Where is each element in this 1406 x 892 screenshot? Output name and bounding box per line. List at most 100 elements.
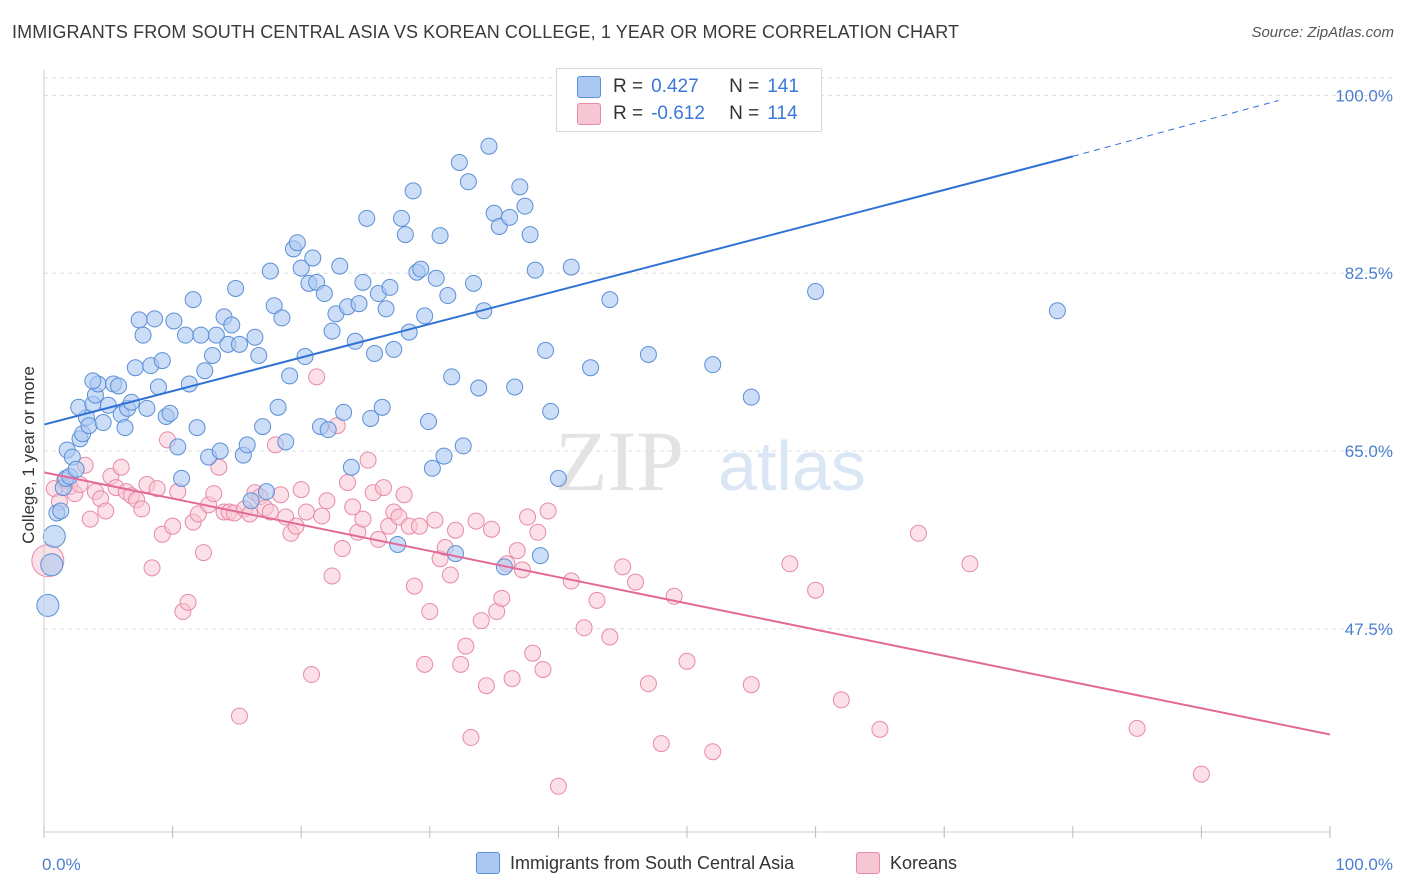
immigrant-point xyxy=(116,419,134,437)
korean-point xyxy=(148,480,166,498)
immigrant-point xyxy=(549,469,567,487)
immigrants-points xyxy=(36,137,1066,617)
immigrant-point xyxy=(281,367,299,385)
immigrant-point xyxy=(404,182,422,200)
x-tick-label: 0.0% xyxy=(42,855,81,874)
immigrant-point xyxy=(450,153,468,171)
korean-point xyxy=(627,573,645,591)
korean-point xyxy=(354,510,372,528)
immigrant-point xyxy=(153,352,171,370)
korean-point xyxy=(395,486,413,504)
legend-n-label: N = xyxy=(729,76,760,97)
immigrant-point xyxy=(435,447,453,465)
legend-row-koreans: R = -0.612 N = 114 xyxy=(577,101,798,127)
immigrant-point xyxy=(238,436,256,454)
immigrant-point xyxy=(506,378,524,396)
immigrant-point xyxy=(242,492,260,510)
immigrant-point xyxy=(562,258,580,276)
korean-point xyxy=(447,521,465,539)
korean-point xyxy=(287,517,305,535)
legend-r-label: R = xyxy=(613,76,644,97)
immigrant-point xyxy=(470,379,488,397)
immigrant-point xyxy=(227,279,245,297)
immigrant-point xyxy=(196,362,214,380)
immigrant-point xyxy=(223,316,241,334)
korean-point xyxy=(534,660,552,678)
legend-label-immigrants: Immigrants from South Central Asia xyxy=(510,852,795,873)
immigrant-point xyxy=(288,234,306,252)
immigrant-point xyxy=(52,502,70,520)
korean-point xyxy=(614,558,632,576)
immigrant-point xyxy=(80,417,98,435)
immigrant-point xyxy=(582,359,600,377)
immigrant-point xyxy=(396,226,414,244)
korean-point xyxy=(323,567,341,585)
korean-point xyxy=(333,540,351,558)
immigrant-point xyxy=(269,398,287,416)
immigrants-trendline-extension xyxy=(1072,99,1279,157)
immigrant-point xyxy=(203,346,221,364)
source-credit: Source: ZipAtlas.com xyxy=(1251,24,1394,41)
immigrant-point xyxy=(516,197,534,215)
korean-point xyxy=(297,503,315,521)
korean-point xyxy=(261,503,279,521)
immigrant-point xyxy=(542,402,560,420)
axes xyxy=(43,70,1331,838)
immigrant-point xyxy=(261,262,279,280)
x-tick-label: 100.0% xyxy=(1335,855,1393,874)
immigrant-point xyxy=(443,368,461,386)
immigrant-point xyxy=(704,356,722,374)
legend-swatch-pink xyxy=(856,852,880,874)
watermark-zip: ZIP xyxy=(555,413,684,509)
immigrant-point xyxy=(315,285,333,303)
immigrant-point xyxy=(1048,302,1066,320)
y-tick-label: 47.5% xyxy=(1345,620,1393,639)
korean-point xyxy=(529,523,547,541)
immigrant-point xyxy=(331,257,349,275)
korean-point xyxy=(318,492,336,510)
immigrant-point xyxy=(537,341,555,359)
immigrant-point xyxy=(273,309,291,327)
immigrant-point xyxy=(373,398,391,416)
immigrant-point xyxy=(134,326,152,344)
legend-row-immigrants: R = 0.427 N = 141 xyxy=(577,74,799,100)
legend-r-label: R = xyxy=(613,103,644,124)
immigrant-point xyxy=(521,226,539,244)
korean-point xyxy=(457,637,475,655)
korean-point xyxy=(313,507,331,525)
korean-point xyxy=(832,691,850,709)
korean-point xyxy=(909,524,927,542)
y-tick-label: 65.0% xyxy=(1345,442,1393,461)
korean-point xyxy=(539,502,557,520)
stats-legend: R = 0.427 N = 141 R = -0.612 N = 114 xyxy=(556,68,822,132)
immigrant-point xyxy=(94,414,112,432)
immigrant-point xyxy=(42,524,66,548)
watermark-atlas: atlas xyxy=(718,427,866,505)
immigrant-point xyxy=(161,404,179,422)
gridlines xyxy=(44,77,1394,630)
legend-item-koreans: Koreans xyxy=(856,852,957,874)
legend-n-value: 141 xyxy=(767,76,799,97)
korean-point xyxy=(143,559,161,577)
immigrant-point xyxy=(420,413,438,431)
korean-point xyxy=(652,735,670,753)
immigrant-point xyxy=(304,249,322,267)
immigrant-point xyxy=(192,326,210,344)
korean-point xyxy=(359,451,377,469)
korean-point xyxy=(441,566,459,584)
immigrants-trendline xyxy=(43,155,1074,426)
korean-point xyxy=(272,486,290,504)
immigrant-point xyxy=(70,398,88,416)
korean-point xyxy=(519,508,537,526)
korean-point xyxy=(742,676,760,694)
koreans-trendline xyxy=(43,471,1331,736)
immigrant-point xyxy=(146,310,164,328)
korean-point xyxy=(344,498,362,516)
immigrant-point xyxy=(176,326,194,344)
immigrant-point xyxy=(265,297,283,315)
immigrant-point xyxy=(511,178,529,196)
immigrant-point xyxy=(169,438,187,456)
immigrant-point xyxy=(246,328,264,346)
immigrant-point xyxy=(254,418,272,436)
